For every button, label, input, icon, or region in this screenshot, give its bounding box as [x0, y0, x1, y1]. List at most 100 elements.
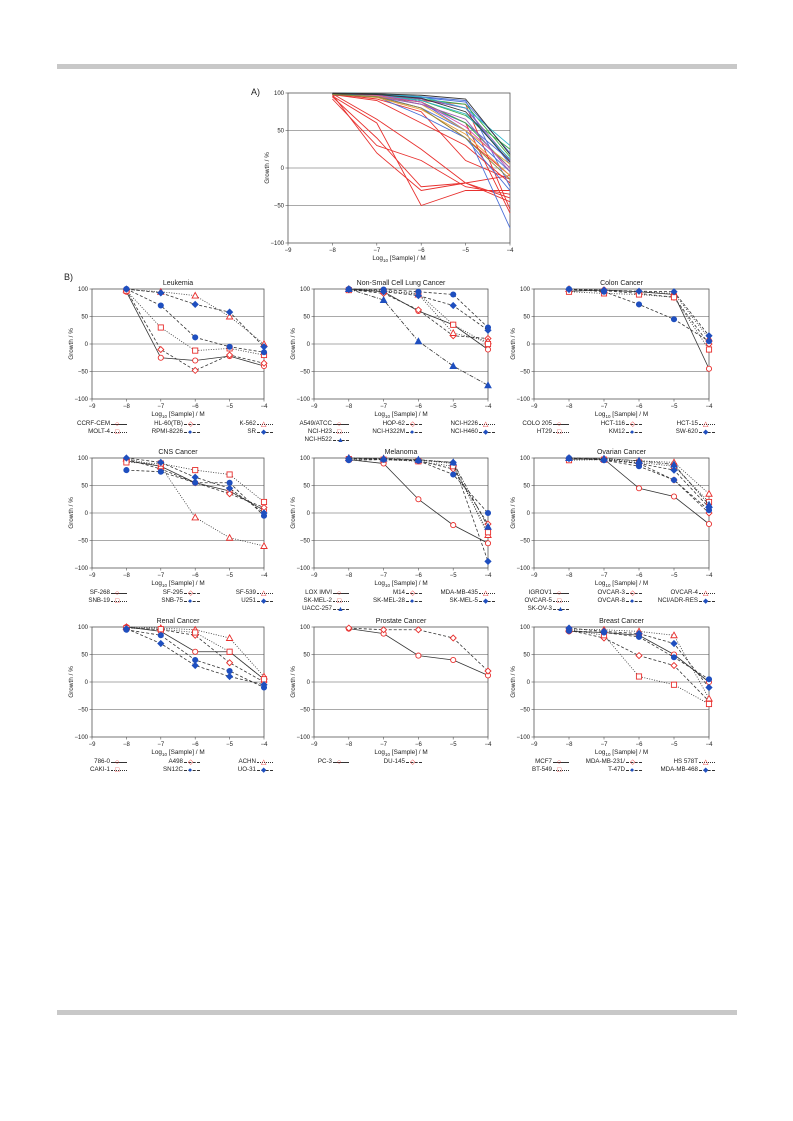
- legend-marker-icon: △: [261, 420, 267, 428]
- x-axis-label: Log10 [Sample] / M: [151, 749, 204, 757]
- legend-item: HL-60(TB) ◇: [130, 420, 200, 428]
- chart-colon: −9 −8 −7 −6 −5 −4 −100 −50 0 50 100 Log10 [Sample] …: [510, 280, 713, 419]
- y-tick-label: 0: [527, 511, 531, 517]
- chart-leukemia: −9 −8 −7 −6 −5 −4 −100 −50 0 50 100 Log10 [Sample] …: [68, 280, 268, 419]
- x-tick-label: −5: [671, 742, 679, 748]
- data-point: [705, 676, 713, 683]
- legend-label: SN12C: [163, 766, 183, 773]
- y-tick-label: 50: [303, 653, 310, 659]
- y-tick-label: 100: [274, 91, 285, 97]
- data-point: [122, 625, 131, 633]
- data-point: [705, 346, 713, 353]
- data-point: [225, 484, 234, 492]
- legend-marker-icon: ▲: [337, 436, 344, 444]
- series-sr: [122, 285, 268, 351]
- x-tick-label: −7: [380, 404, 388, 410]
- legend-item: HCT-116 ◇: [572, 420, 642, 428]
- legend-label: CAKI-1: [90, 766, 110, 773]
- legend-item: COLO 205 ○: [499, 420, 569, 428]
- data-point: [670, 288, 678, 296]
- chart-melanoma: −9 −8 −7 −6 −5 −4 −100 −50 0 50 100 Log10 [Sample] …: [290, 449, 492, 588]
- data-point: [635, 673, 643, 680]
- legend-label: T-47D: [608, 766, 625, 773]
- y-tick-label: −100: [296, 566, 310, 572]
- legend-marker-icon: ○: [557, 589, 562, 597]
- legend-item: OVCAR-8 ●: [572, 597, 642, 605]
- series-line: [126, 290, 265, 356]
- x-tick-label: −6: [415, 404, 423, 410]
- legend-swatch: ○: [553, 420, 569, 428]
- data-point: [705, 694, 713, 702]
- y-axis-label: Growth / %: [290, 666, 297, 698]
- x-tick-label: −4: [261, 742, 269, 748]
- x-tick-label: −7: [601, 404, 609, 410]
- data-point: [192, 648, 199, 655]
- chart-renal: −9 −8 −7 −6 −5 −4 −100 −50 0 50 100 Log10 [Sample] …: [68, 618, 269, 757]
- y-tick-label: 0: [85, 511, 89, 517]
- series-line: [348, 628, 489, 676]
- data-point: [670, 493, 678, 500]
- legend-marker-icon: ◇: [188, 420, 194, 428]
- data-point: [157, 302, 164, 309]
- legend-marker-icon: ○: [557, 420, 562, 428]
- legend-marker-icon: ◇: [630, 589, 636, 597]
- chart-title: CNS Cancer: [158, 449, 198, 456]
- x-tick-label: −8: [345, 404, 353, 410]
- legend-swatch: ◇: [184, 420, 200, 428]
- legend-marker-icon: ○: [557, 758, 562, 766]
- data-point: [450, 656, 457, 664]
- data-point: [705, 520, 713, 528]
- data-point: [225, 633, 234, 641]
- legend-swatch: □: [111, 429, 127, 436]
- legend-item: OVCAR-4 △: [645, 589, 715, 597]
- x-tick-label: −6: [636, 404, 644, 410]
- data-point: [449, 361, 458, 369]
- x-tick-label: −8: [123, 404, 131, 410]
- legend-item: SW-620 ◆: [645, 428, 715, 436]
- y-tick-label: 100: [78, 456, 89, 462]
- data-point: [192, 629, 199, 636]
- legend-swatch: ○: [333, 421, 349, 428]
- data-point: [484, 540, 492, 547]
- legend-swatch: □: [111, 767, 127, 774]
- data-point: [635, 629, 643, 638]
- chart-title: Melanoma: [385, 449, 418, 456]
- y-tick-label: 50: [81, 315, 88, 321]
- series-mda-mb-468: [565, 624, 713, 692]
- series-nci-h522: [344, 284, 492, 389]
- legend-label: DU-145: [383, 758, 405, 765]
- series-mda-mb-435: [344, 453, 492, 538]
- legend-label: CCRF-CEM: [77, 420, 110, 427]
- y-tick-label: 50: [523, 653, 530, 659]
- series-colo-205: [565, 287, 713, 372]
- data-point: [449, 328, 458, 336]
- x-tick-label: −4: [485, 404, 493, 410]
- x-tick-label: −6: [415, 573, 423, 579]
- x-tick-label: −4: [261, 573, 269, 579]
- legend-label: 786-0: [94, 758, 110, 765]
- top-divider: [57, 64, 737, 69]
- legend-item: HS 578T △: [645, 758, 715, 766]
- series-line: [332, 92, 511, 155]
- series-sk-mel-5: [345, 454, 492, 566]
- legend-label: OVCAR-5: [524, 597, 552, 604]
- data-point: [705, 700, 713, 708]
- data-point: [705, 365, 713, 372]
- series-sk-ov-3: [565, 453, 713, 508]
- x-axis-label: Log10 [Sample] / M: [595, 749, 648, 757]
- data-point: [225, 312, 234, 320]
- data-point: [670, 654, 678, 661]
- x-tick-label: −9: [531, 742, 539, 748]
- x-tick-label: −6: [636, 573, 644, 579]
- legend-marker-icon: ◇: [630, 420, 636, 428]
- legend-item: OVCAR-5 □: [499, 597, 569, 605]
- y-axis-label: Growth / %: [264, 152, 271, 184]
- legend-marker-icon: ◇: [410, 758, 416, 766]
- x-tick-label: −5: [450, 404, 458, 410]
- legend-item: A498 ◇: [130, 758, 200, 766]
- x-tick-label: −7: [157, 404, 165, 410]
- legend-swatch: ◆: [699, 429, 715, 436]
- y-tick-label: −100: [296, 735, 310, 741]
- data-point: [260, 676, 268, 683]
- legend-label: SK-MEL-5: [449, 597, 478, 604]
